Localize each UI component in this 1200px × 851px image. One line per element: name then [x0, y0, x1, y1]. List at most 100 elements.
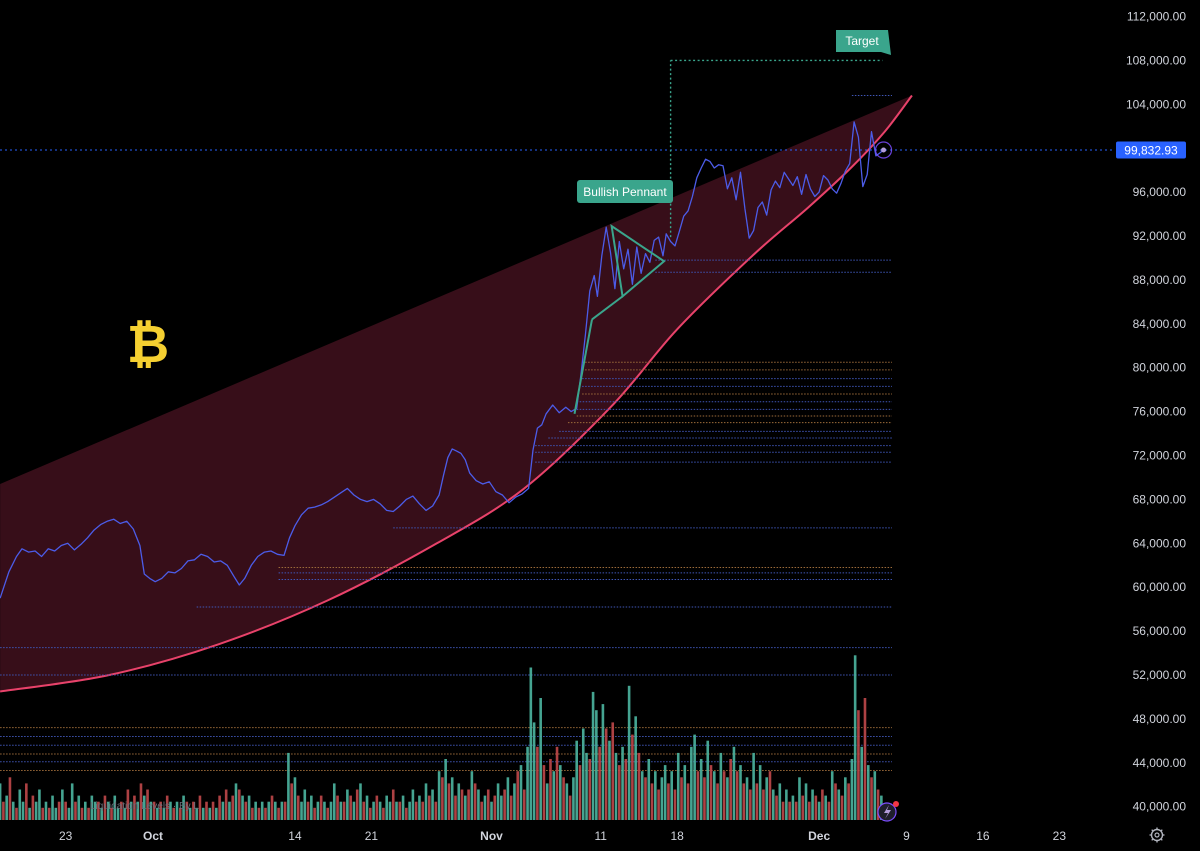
- volume-bar: [169, 801, 172, 820]
- volume-bar: [254, 801, 257, 820]
- volume-bar: [67, 807, 71, 820]
- volume-bar: [110, 807, 113, 820]
- volume-bar: [693, 734, 696, 820]
- volume-bar: [274, 801, 277, 820]
- volume-bar: [47, 807, 51, 820]
- volume-bar: [509, 795, 513, 820]
- volume-bar: [152, 801, 156, 820]
- volume-bar: [830, 771, 834, 820]
- channel-fill: [0, 95, 912, 692]
- volume-bar: [64, 801, 67, 820]
- volume-bar: [552, 771, 556, 820]
- y-tick-label: 56,000.00: [1133, 624, 1187, 638]
- volume-bar: [260, 801, 264, 820]
- volume-bar: [224, 789, 228, 820]
- volume-bar: [768, 771, 772, 820]
- volume-bar: [80, 807, 84, 820]
- volume-bar: [2, 801, 5, 820]
- target-drawing[interactable]: Target: [669, 30, 891, 238]
- volume-bar: [673, 789, 677, 820]
- volume-bar: [313, 807, 316, 820]
- volume-bar: [133, 795, 136, 820]
- volume-bar: [218, 795, 221, 820]
- volume-bar: [287, 752, 290, 820]
- volume-bar: [817, 801, 821, 820]
- volume-bar: [706, 740, 710, 820]
- volume-bar: [686, 783, 690, 820]
- volume-bar: [637, 752, 641, 820]
- volume-bar: [326, 807, 330, 820]
- volume-bar: [732, 746, 736, 820]
- volume-bar: [755, 783, 759, 820]
- volume-bar: [257, 807, 261, 820]
- volume-bar: [41, 807, 45, 820]
- volume-bar: [450, 777, 454, 820]
- price-axis[interactable]: 112,000.00108,000.00104,000.00100,000.00…: [1116, 10, 1186, 814]
- volume-bar: [699, 759, 703, 820]
- volume-bar: [752, 752, 755, 820]
- y-tick-label: 96,000.00: [1133, 185, 1187, 199]
- volume-bar: [123, 807, 126, 820]
- volume-bar: [280, 801, 284, 820]
- volume-bar: [77, 795, 81, 820]
- volume-bar: [519, 765, 523, 820]
- volume-bar: [608, 740, 611, 820]
- volume-bar: [857, 710, 860, 820]
- x-tick-label: Nov: [480, 829, 503, 843]
- volume-bar: [588, 759, 592, 820]
- volume-bar: [840, 795, 844, 820]
- y-tick-label: 104,000.00: [1126, 97, 1186, 111]
- volume-bar: [483, 795, 487, 820]
- volume-bar: [801, 795, 805, 820]
- time-axis[interactable]: 23 Oct 14 21 Nov 11 18 Dec 9 16 23: [59, 829, 1066, 843]
- volume-bar: [742, 783, 746, 820]
- volume-bar: [660, 777, 664, 820]
- volume-bar: [644, 777, 647, 820]
- x-tick-label: 18: [670, 829, 684, 843]
- volume-bar: [319, 795, 323, 820]
- volume-bar: [139, 783, 143, 820]
- volume-bar: [87, 807, 90, 820]
- volume-bar: [21, 801, 25, 820]
- target-label: Target: [845, 34, 879, 48]
- volume-bar: [375, 795, 379, 820]
- y-tick-label: 52,000.00: [1133, 668, 1187, 682]
- volume-bar: [398, 801, 402, 820]
- volume-bar: [585, 752, 588, 820]
- volume-bar: [814, 795, 818, 820]
- volume-bar: [496, 783, 500, 820]
- settings-gear-icon[interactable]: [1149, 827, 1165, 843]
- volume-bar: [562, 777, 565, 820]
- bullish-pennant-drawing[interactable]: Bullish Pennant: [573, 180, 673, 414]
- current-price-tag: [1116, 141, 1186, 159]
- volume-bar: [355, 789, 359, 820]
- volume-bar: [529, 667, 533, 820]
- volume-bar: [34, 801, 38, 820]
- volume-bar: [788, 801, 791, 820]
- volume-bar: [762, 789, 765, 820]
- volume-bar: [378, 801, 382, 820]
- pennant-triangle: [610, 224, 666, 299]
- volume-bar: [5, 795, 8, 820]
- volume-bar: [192, 801, 195, 820]
- volume-bar: [120, 801, 123, 820]
- volume-bar: [306, 801, 310, 820]
- volume-bar: [513, 783, 516, 820]
- volume-bar: [126, 789, 130, 820]
- lightning-icon[interactable]: [877, 801, 899, 822]
- volume-bar: [601, 704, 605, 820]
- volume-bar: [729, 759, 732, 820]
- volume-bar: [431, 789, 434, 820]
- volume-bar: [106, 801, 110, 820]
- volume-bars: [0, 655, 883, 820]
- volume-bar: [778, 783, 782, 820]
- y-tick-label: 80,000.00: [1133, 361, 1187, 375]
- volume-bar: [244, 801, 248, 820]
- volume-bar: [853, 655, 857, 820]
- y-tick-label: 108,000.00: [1126, 53, 1186, 67]
- target-label-box: [836, 30, 891, 55]
- volume-bar: [575, 740, 578, 820]
- volume-bar: [172, 807, 176, 820]
- volume-bar: [165, 795, 169, 820]
